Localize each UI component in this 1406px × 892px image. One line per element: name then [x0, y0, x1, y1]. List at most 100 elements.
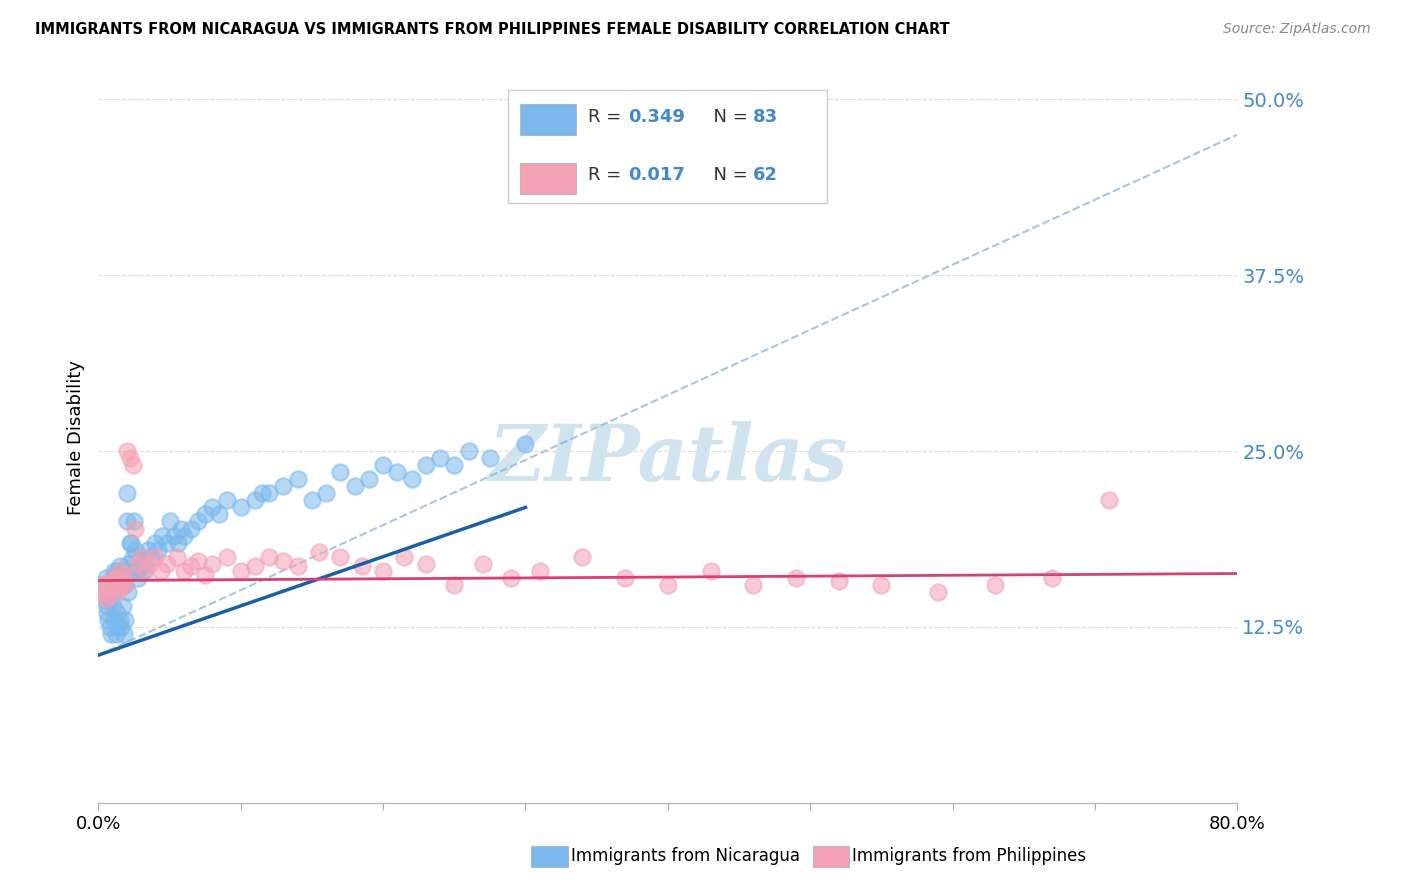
Point [127, 571, 149, 585]
Point [112, 627, 135, 641]
Point [180, 559, 202, 574]
Point [501, 571, 523, 585]
Point [373, 458, 395, 473]
Point [98, 582, 121, 596]
Text: R =: R = [588, 108, 627, 126]
Text: N =: N = [702, 108, 754, 126]
Point [163, 528, 186, 542]
Point [105, 606, 128, 620]
Point [187, 554, 209, 568]
Point [98, 620, 121, 634]
Point [107, 571, 129, 585]
Point [97, 584, 120, 599]
Point [114, 578, 136, 592]
Point [110, 620, 132, 634]
Point [100, 578, 122, 592]
Point [112, 578, 135, 592]
Point [152, 528, 174, 542]
Point [156, 535, 179, 549]
Point [167, 535, 190, 549]
Text: Immigrants from Philippines: Immigrants from Philippines [852, 847, 1087, 865]
Text: 62: 62 [754, 166, 779, 185]
Point [101, 599, 124, 613]
Point [984, 578, 1007, 592]
Point [118, 451, 141, 466]
Point [394, 549, 416, 564]
Point [94, 591, 117, 606]
Point [98, 591, 121, 606]
Point [343, 479, 366, 493]
Point [101, 571, 124, 585]
Point [115, 486, 138, 500]
Point [131, 564, 153, 578]
Point [103, 571, 125, 585]
Point [156, 557, 179, 571]
Point [107, 584, 129, 599]
Point [138, 557, 160, 571]
Point [415, 458, 437, 473]
Point [699, 564, 721, 578]
Point [96, 578, 118, 592]
Point [134, 557, 156, 571]
Point [329, 549, 352, 564]
Point [139, 549, 162, 564]
Point [101, 574, 124, 588]
Point [471, 557, 494, 571]
Point [121, 458, 143, 473]
Point [118, 535, 141, 549]
Point [243, 493, 266, 508]
Point [129, 549, 152, 564]
Text: 0.017: 0.017 [628, 166, 685, 185]
Point [122, 515, 145, 529]
Point [187, 515, 209, 529]
Text: 0.349: 0.349 [628, 108, 685, 126]
Point [301, 493, 323, 508]
Point [100, 578, 122, 592]
Point [927, 584, 949, 599]
Point [115, 515, 138, 529]
Point [100, 627, 122, 641]
Point [201, 500, 224, 515]
Point [194, 508, 217, 522]
Y-axis label: Female Disability: Female Disability [66, 359, 84, 515]
Point [110, 571, 132, 585]
Point [373, 564, 395, 578]
FancyBboxPatch shape [520, 104, 575, 135]
Point [96, 606, 118, 620]
Point [828, 574, 851, 588]
Point [117, 557, 139, 571]
Point [125, 564, 148, 578]
Point [657, 578, 679, 592]
Point [150, 564, 173, 578]
Point [120, 535, 142, 549]
Point [97, 588, 120, 602]
Point [287, 472, 309, 486]
Point [96, 599, 118, 613]
Point [105, 571, 128, 585]
Point [108, 613, 131, 627]
Text: ZIPatlas: ZIPatlas [488, 421, 848, 497]
Point [742, 578, 765, 592]
Text: Source: ZipAtlas.com: Source: ZipAtlas.com [1223, 22, 1371, 37]
Point [870, 578, 893, 592]
Point [104, 627, 127, 641]
Point [785, 571, 807, 585]
Point [259, 549, 281, 564]
Point [108, 559, 131, 574]
Point [93, 591, 115, 606]
Point [91, 578, 114, 592]
Point [387, 465, 409, 479]
Point [173, 528, 195, 542]
Point [1098, 493, 1121, 508]
Point [145, 549, 167, 564]
Text: R =: R = [588, 166, 627, 185]
Point [215, 493, 238, 508]
Point [215, 549, 238, 564]
Point [208, 508, 231, 522]
Point [159, 515, 181, 529]
Point [429, 451, 451, 466]
Point [201, 557, 224, 571]
Point [111, 574, 134, 588]
Text: 83: 83 [754, 108, 779, 126]
Text: Immigrants from Nicaragua: Immigrants from Nicaragua [571, 847, 800, 865]
